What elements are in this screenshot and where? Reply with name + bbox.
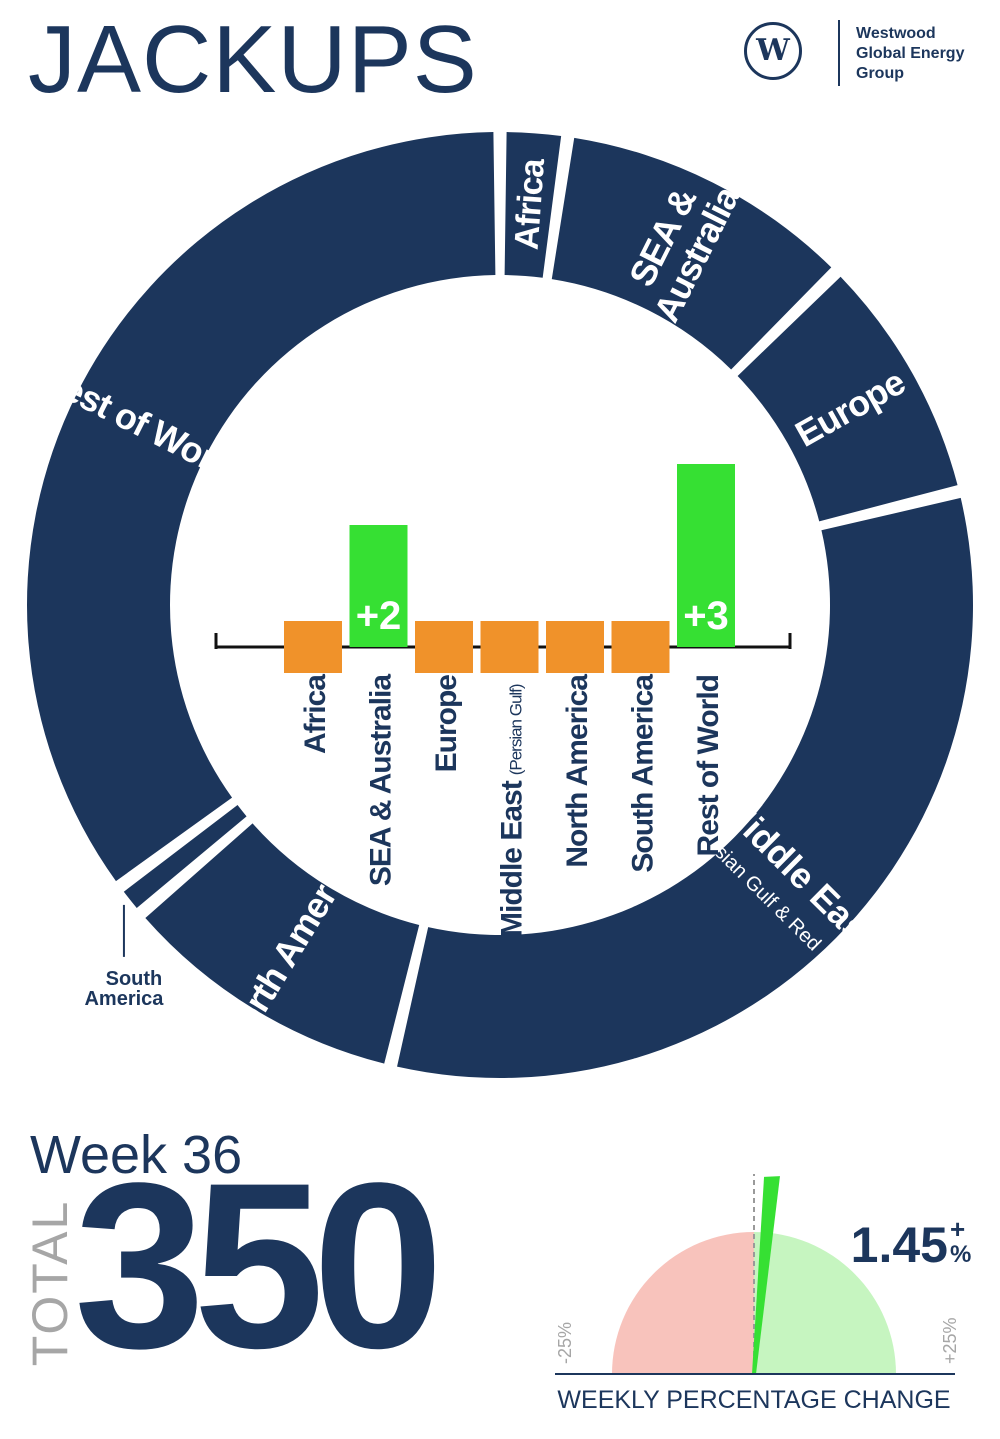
bar-label-europe: Europe: [430, 675, 463, 773]
donut-label-south-america-2: America: [84, 988, 164, 1010]
gauge-positive-half: [754, 1232, 896, 1374]
week-label: Week 36: [30, 1125, 243, 1185]
logo-line-3: Group: [856, 65, 904, 82]
gauge-needle: [752, 1176, 780, 1374]
bar-label-sea-australia: SEA & Australia: [365, 674, 398, 886]
svg-text:-25%: -25%: [555, 1322, 575, 1364]
svg-text:Rest of World: Rest of World: [692, 675, 725, 856]
page-title: JACKUPS: [28, 6, 478, 113]
svg-text:South America: South America: [627, 674, 660, 873]
logo-mark-icon: W: [744, 22, 802, 80]
bar-value-rest-of-world: +3: [683, 594, 729, 638]
svg-text:Middle East(Persian Gulf): Middle East(Persian Gulf): [496, 684, 529, 937]
svg-text:Europe: Europe: [430, 675, 463, 773]
donut-segment-africa: [504, 132, 562, 278]
donut-segment-europe: [737, 276, 958, 522]
donut-segment-sea-australia: [551, 137, 832, 370]
total-label: TOTAL: [22, 1199, 78, 1367]
svg-text:SEA & Australia: SEA & Australia: [365, 674, 398, 886]
svg-text:+25%: +25%: [940, 1317, 960, 1364]
logo-line-2: Global Energy: [856, 45, 965, 62]
svg-text:North America: North America: [561, 674, 594, 868]
logo-divider: [838, 20, 840, 86]
bar-sea-australia: [349, 525, 408, 647]
bar-value-sea-australia: +2: [356, 594, 402, 638]
gauge-unit: %: [950, 1241, 971, 1268]
gauge-min-label: -25%: [555, 1322, 575, 1364]
gauge-axis-label: WEEKLY PERCENTAGE CHANGE: [557, 1386, 950, 1414]
logo-text: Westwood Global Energy Group: [856, 24, 964, 84]
bar-label-north-america: North America: [561, 674, 594, 868]
donut-segment-rest-of-world: [26, 132, 496, 882]
gauge-negative-half: [612, 1232, 754, 1374]
donut-segment-north-america: [145, 823, 420, 1064]
donut-segment-middle-east-persian-gulf-red-sea: [397, 497, 973, 1079]
donut-segment-south-america: [123, 805, 247, 908]
bar-south-america: [611, 621, 670, 673]
bar-africa: [284, 621, 342, 673]
bar-north-america: [546, 621, 604, 673]
bar-europe: [415, 621, 473, 673]
gauge-sign: +: [950, 1214, 965, 1244]
bar-label-rest-of-world: Rest of World: [692, 675, 725, 856]
gauge-max-label: +25%: [940, 1317, 960, 1364]
svg-text:Africa: Africa: [299, 674, 332, 754]
bar-rest-of-world: [677, 464, 735, 647]
bar-middle-east: [480, 621, 539, 673]
logo-line-1: Westwood: [856, 25, 936, 42]
gauge-value: 1.45: [851, 1217, 948, 1273]
donut-label-africa: Africa: [508, 156, 553, 251]
total-value: 350: [74, 1134, 444, 1398]
donut-label-south-america-1: South: [106, 968, 163, 990]
bar-label-middle-east: Middle East(Persian Gulf): [496, 684, 529, 937]
westwood-logo: W Westwood Global Energy Group: [744, 20, 984, 90]
svg-text:Africa: Africa: [508, 156, 553, 251]
bar-label-south-america: South America: [627, 674, 660, 873]
bar-label-africa: Africa: [299, 674, 332, 754]
